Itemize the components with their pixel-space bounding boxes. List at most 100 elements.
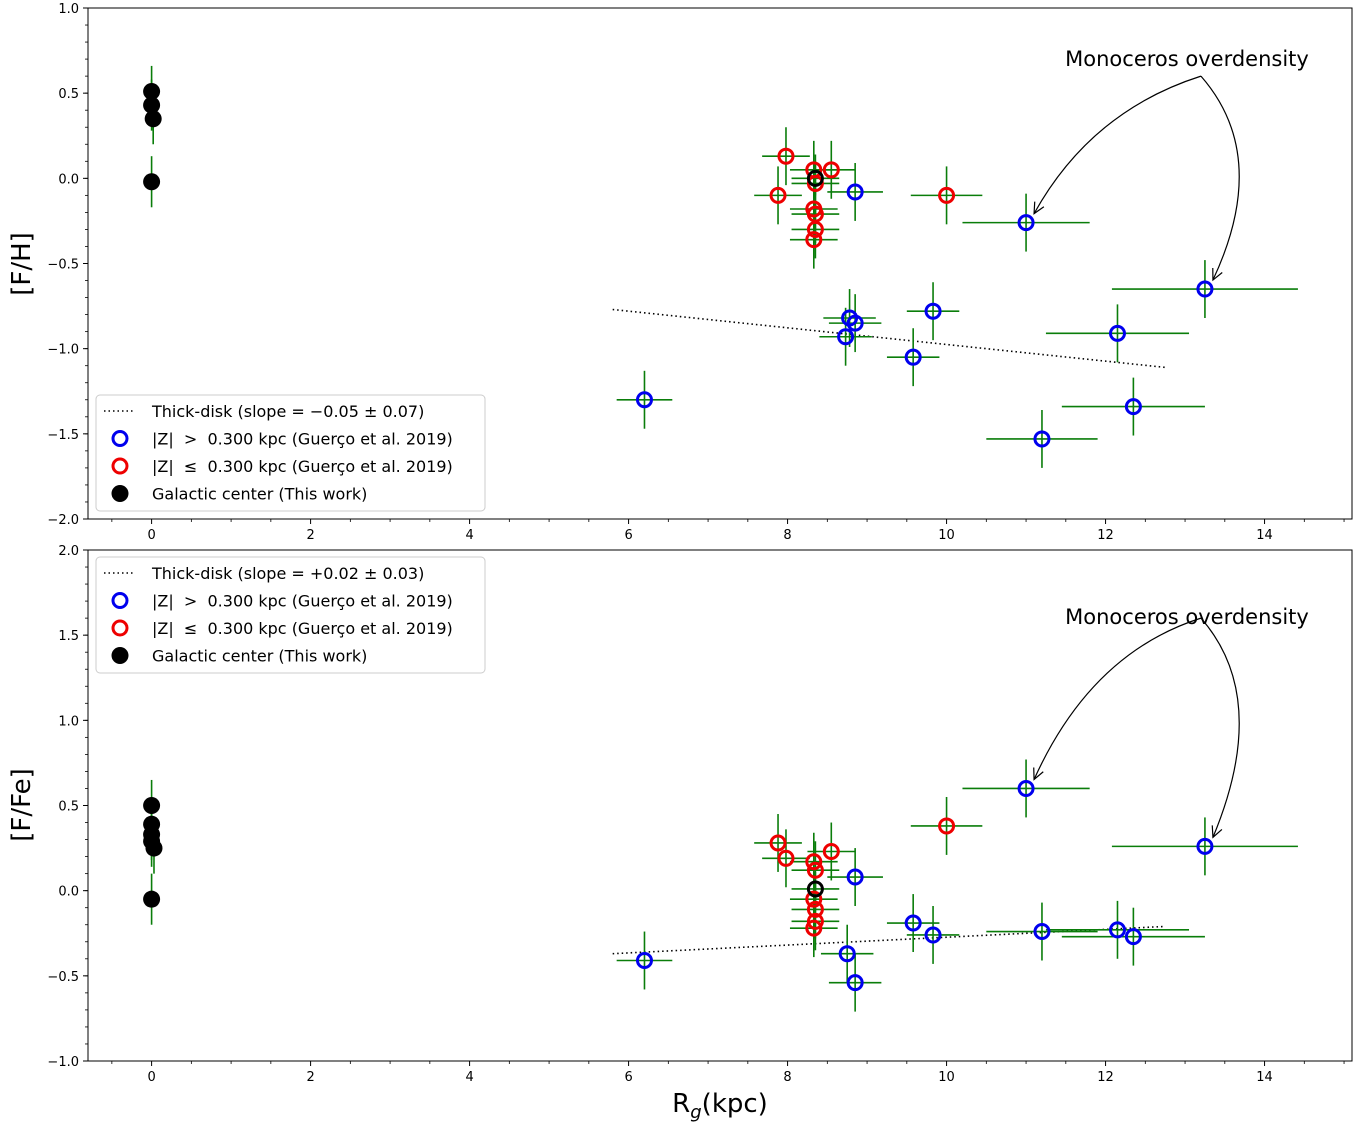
annotation-arrow bbox=[1200, 75, 1240, 281]
x-axis-label-subscript: g bbox=[690, 1102, 701, 1123]
annotation-text: Monoceros overdensity bbox=[1065, 605, 1309, 629]
x-tick-label: 4 bbox=[465, 1070, 473, 1085]
panel-f-h: [F/H] 0 2 4 6 8 10 12 14 1.0 0.5 0.0 −0.5 −1.0 −1.5 −2… bbox=[7, 2, 1353, 543]
high-z-point bbox=[1108, 921, 1126, 939]
low-z-point bbox=[805, 853, 823, 871]
x-tick-label: 14 bbox=[1256, 528, 1273, 543]
high-z-point bbox=[1124, 928, 1142, 946]
x-tick-label: 10 bbox=[938, 1070, 955, 1085]
high-z-point bbox=[837, 328, 855, 346]
low-z-point bbox=[938, 186, 956, 204]
legend-ring-marker bbox=[111, 592, 129, 609]
minor-ticks-bottom bbox=[85, 549, 1345, 1064]
annotation-text: Monoceros overdensity bbox=[1065, 47, 1309, 71]
y-tick-label: 1.0 bbox=[58, 2, 79, 17]
low-z-point bbox=[769, 186, 787, 204]
low-z-point bbox=[777, 147, 795, 165]
legend-ring-marker bbox=[111, 457, 129, 475]
sun-point bbox=[806, 880, 824, 898]
arrowhead bbox=[1033, 201, 1045, 215]
y-tick-label: −1.0 bbox=[47, 343, 79, 358]
high-z-point bbox=[846, 314, 864, 332]
galactic-center-point bbox=[143, 890, 161, 908]
low-z-point bbox=[938, 817, 956, 835]
sun-point bbox=[806, 169, 824, 187]
axis-ticks-top: 0 2 4 6 8 10 12 14 1.0 0.5 0.0 −0.5 −1.0 −1.5 −2.0 bbox=[47, 2, 1272, 543]
low-z-point bbox=[822, 161, 840, 179]
legend-ring-marker bbox=[111, 619, 129, 637]
y-tick-label: 1.5 bbox=[58, 629, 79, 644]
y-tick-label: −2.0 bbox=[47, 513, 79, 528]
marks-top bbox=[143, 65, 1298, 468]
annotation-arrow bbox=[1200, 617, 1240, 838]
low-z-point bbox=[806, 900, 824, 918]
x-tick-label: 6 bbox=[624, 528, 632, 543]
x-axis-label: Rg(kpc) bbox=[672, 1089, 768, 1123]
y-tick-label: 0.0 bbox=[58, 172, 79, 187]
y-tick-label: 0.5 bbox=[58, 87, 79, 102]
low-z-point bbox=[805, 919, 823, 937]
low-z-point bbox=[805, 231, 823, 249]
high-z-point bbox=[1108, 324, 1126, 342]
low-z-point bbox=[822, 842, 840, 860]
galactic-center-point bbox=[143, 797, 161, 814]
high-z-point bbox=[1196, 280, 1214, 298]
legend-label: Galactic center (This work) bbox=[152, 647, 367, 666]
y-tick-label: 0.0 bbox=[58, 885, 79, 900]
legend-label: Thick-disk (slope = −0.05 ± 0.07) bbox=[151, 402, 424, 421]
x-tick-label: 4 bbox=[465, 528, 473, 543]
x-axis-label-unit: (kpc) bbox=[702, 1089, 768, 1119]
x-tick-label: 2 bbox=[306, 528, 314, 543]
arrowhead bbox=[1212, 268, 1223, 282]
marks-bottom bbox=[143, 759, 1298, 1012]
x-tick-label: 14 bbox=[1256, 1070, 1273, 1085]
low-z-point bbox=[777, 849, 795, 867]
arrowhead bbox=[1033, 767, 1044, 781]
x-tick-label: 0 bbox=[147, 1070, 155, 1085]
legend-box bbox=[95, 556, 486, 674]
axis-ticks-bottom: 0 2 4 6 8 10 12 14 2.0 1.5 1.0 0.5 0.0 −0.5 −1.0 bbox=[47, 544, 1272, 1085]
high-z-point bbox=[846, 868, 864, 886]
x-tick-label: 8 bbox=[783, 1070, 791, 1085]
galactic-center-point bbox=[143, 82, 161, 100]
galactic-center-point bbox=[143, 96, 161, 114]
x-tick-label: 0 bbox=[147, 528, 155, 543]
y-tick-label: −0.5 bbox=[47, 970, 79, 985]
minor-ticks-top bbox=[85, 7, 1345, 522]
thick-disk-fit-line bbox=[612, 308, 1166, 369]
low-z-point bbox=[806, 861, 824, 879]
legend-label: Galactic center (This work) bbox=[152, 485, 367, 504]
high-z-point bbox=[838, 945, 856, 963]
annotation-bottom: Monoceros overdensity bbox=[1033, 605, 1309, 839]
y-tick-label: −1.5 bbox=[47, 428, 79, 443]
low-z-point bbox=[806, 174, 824, 192]
legend-dot-marker bbox=[111, 647, 129, 664]
high-z-point bbox=[635, 391, 653, 409]
y-tick-label: −0.5 bbox=[47, 258, 79, 273]
x-tick-label: 10 bbox=[938, 528, 955, 543]
high-z-point bbox=[924, 302, 942, 320]
x-tick-label: 8 bbox=[783, 528, 791, 543]
x-tick-label: 12 bbox=[1097, 1070, 1114, 1085]
high-z-point bbox=[1017, 214, 1035, 232]
annotation-arrow bbox=[1033, 617, 1202, 780]
galactic-center-point bbox=[144, 110, 162, 128]
arrowhead bbox=[1211, 825, 1223, 839]
low-z-point bbox=[805, 890, 823, 908]
legend-bottom: Thick-disk (slope = +0.02 ± 0.03) |Z| > 0… bbox=[95, 556, 486, 674]
high-z-point bbox=[1017, 779, 1035, 797]
legend-label: |Z| ≤ 0.300 kpc (Guerço et al. 2019) bbox=[152, 457, 453, 476]
low-z-point bbox=[769, 834, 787, 852]
high-z-point bbox=[635, 952, 653, 970]
high-z-point bbox=[1033, 430, 1051, 448]
high-z-point bbox=[846, 183, 864, 201]
high-z-point bbox=[1196, 837, 1214, 855]
high-z-point bbox=[1033, 923, 1051, 941]
legend-box bbox=[95, 394, 486, 512]
low-z-point bbox=[806, 912, 824, 930]
galactic-center-point bbox=[143, 173, 161, 191]
y-axis-label-top: [F/H] bbox=[7, 232, 37, 296]
annotation-arrow bbox=[1033, 75, 1202, 214]
legend-dot-marker bbox=[111, 485, 129, 502]
